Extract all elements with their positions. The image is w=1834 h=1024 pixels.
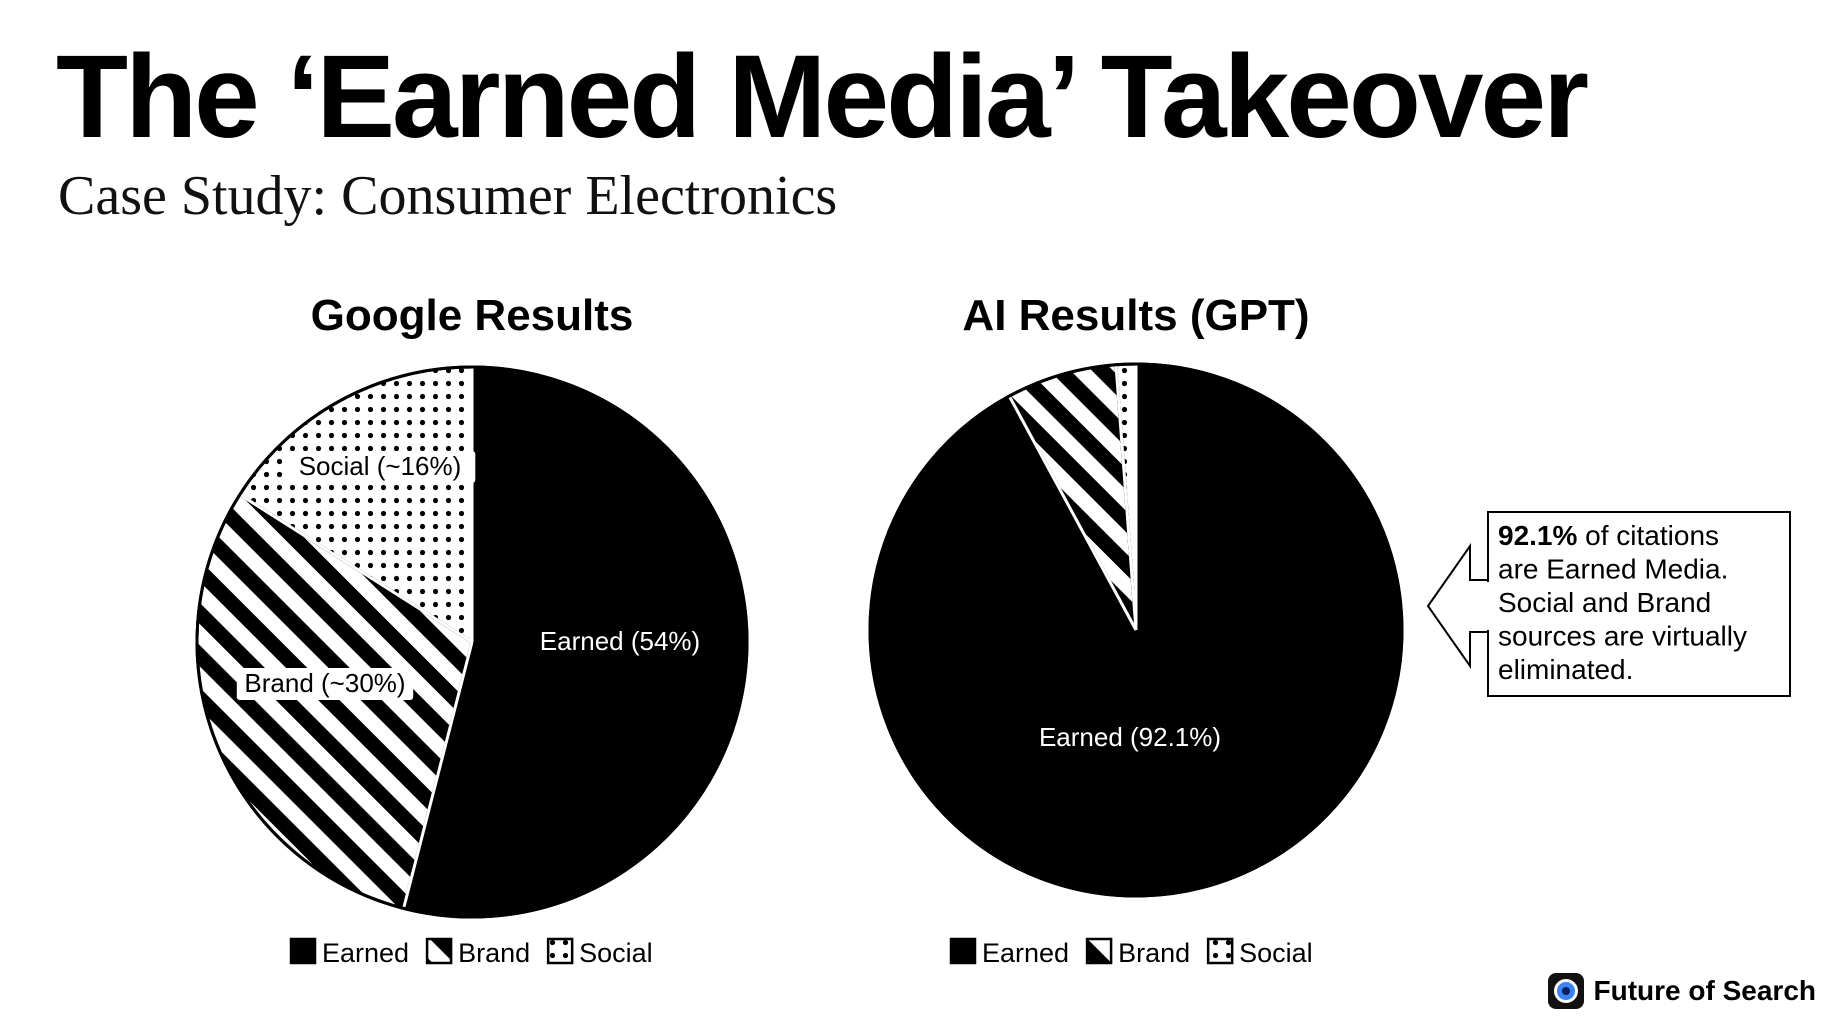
- page-subtitle: Case Study: Consumer Electronics: [58, 165, 838, 227]
- pie-outline: [868, 362, 1404, 898]
- slice-separator: [1114, 364, 1138, 631]
- brand-footer: Future of Search: [1547, 973, 1816, 1009]
- legend-item-earned-2: Earned: [949, 937, 1069, 968]
- legend-item-brand-2: Brand: [1085, 937, 1190, 968]
- legend-label-social: Social: [1239, 938, 1313, 968]
- legend-swatch-social: [1206, 937, 1234, 965]
- annotation-line-2: are Earned Media.: [1498, 554, 1728, 585]
- slice-label-earned-1: Earned (54%): [540, 626, 700, 656]
- legend-label-brand: Brand: [1118, 938, 1190, 968]
- legend-item-brand-1: Brand: [425, 937, 530, 968]
- legend-swatch-social: [546, 937, 574, 965]
- page-title: The ‘Earned Media’ Takeover: [56, 31, 1589, 163]
- legend-label-earned: Earned: [982, 938, 1069, 968]
- annotation-box: [1487, 511, 1791, 697]
- annotation-arrow-icon: [1426, 542, 1489, 670]
- legend-item-earned-1: Earned: [289, 937, 409, 968]
- brand-name: Future of Search: [1593, 975, 1816, 1006]
- slice-label-social-1: Social (~16%): [299, 451, 462, 481]
- annotation-line-4: sources are virtually: [1498, 621, 1747, 652]
- legend-swatch-brand: [1085, 937, 1113, 965]
- slice-label-bg: [236, 668, 414, 700]
- legend-label-brand: Brand: [458, 938, 530, 968]
- legend-swatch-earned: [289, 937, 317, 965]
- pie-outline: [195, 365, 749, 919]
- legend-label-social: Social: [579, 938, 653, 968]
- legend-swatch-earned: [949, 937, 977, 965]
- annotation-arrow-joint: [1487, 582, 1491, 630]
- annotation-line-3: Social and Brand: [1498, 587, 1711, 618]
- search-eye-icon: [1547, 973, 1584, 1009]
- legend-label-earned: Earned: [322, 938, 409, 968]
- slice-label-bg: [284, 451, 476, 483]
- slice-separator: [239, 493, 473, 644]
- slice-label-brand-1: Brand (~30%): [244, 668, 405, 698]
- slice-separator: [402, 641, 474, 909]
- chart-title-2: AI Results (GPT): [962, 291, 1309, 340]
- annotation-line-5: eliminated.: [1498, 654, 1633, 685]
- annotation-line-1: 92.1% of citations: [1498, 520, 1719, 551]
- slice-separator: [1008, 395, 1138, 631]
- legend-item-social-2: Social: [1206, 937, 1313, 968]
- legend-item-social-1: Social: [546, 937, 653, 968]
- chart-title-1: Google Results: [311, 291, 634, 340]
- legend-swatch-brand: [425, 937, 453, 965]
- slice-label-earned-2: Earned (92.1%): [1039, 722, 1221, 752]
